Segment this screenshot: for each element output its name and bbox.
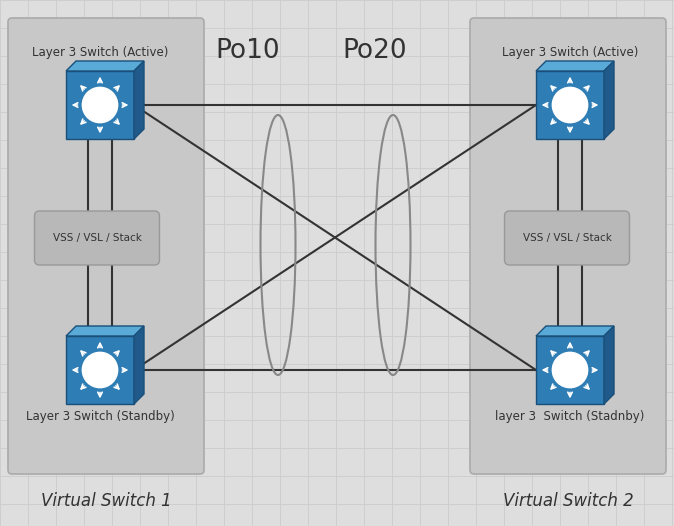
Polygon shape bbox=[604, 61, 614, 139]
Circle shape bbox=[82, 352, 118, 388]
FancyBboxPatch shape bbox=[66, 71, 134, 139]
Polygon shape bbox=[66, 61, 144, 71]
Text: Virtual Switch 1: Virtual Switch 1 bbox=[40, 492, 171, 510]
FancyBboxPatch shape bbox=[470, 18, 666, 474]
Text: Po20: Po20 bbox=[342, 38, 407, 64]
Circle shape bbox=[82, 87, 118, 123]
Circle shape bbox=[552, 352, 588, 388]
Polygon shape bbox=[134, 326, 144, 404]
Text: layer 3  Switch (Stadnby): layer 3 Switch (Stadnby) bbox=[495, 410, 645, 423]
Polygon shape bbox=[536, 61, 614, 71]
Circle shape bbox=[552, 87, 588, 123]
Text: Layer 3 Switch (Standby): Layer 3 Switch (Standby) bbox=[26, 410, 175, 423]
Polygon shape bbox=[604, 326, 614, 404]
FancyBboxPatch shape bbox=[66, 336, 134, 404]
FancyBboxPatch shape bbox=[505, 211, 630, 265]
Polygon shape bbox=[66, 326, 144, 336]
FancyBboxPatch shape bbox=[536, 336, 604, 404]
Polygon shape bbox=[134, 61, 144, 139]
Polygon shape bbox=[536, 326, 614, 336]
Text: Layer 3 Switch (Active): Layer 3 Switch (Active) bbox=[502, 46, 638, 59]
FancyBboxPatch shape bbox=[536, 71, 604, 139]
Text: VSS / VSL / Stack: VSS / VSL / Stack bbox=[522, 233, 611, 243]
Text: Virtual Switch 2: Virtual Switch 2 bbox=[503, 492, 634, 510]
Text: Layer 3 Switch (Active): Layer 3 Switch (Active) bbox=[32, 46, 168, 59]
FancyBboxPatch shape bbox=[34, 211, 160, 265]
FancyBboxPatch shape bbox=[8, 18, 204, 474]
Text: VSS / VSL / Stack: VSS / VSL / Stack bbox=[53, 233, 142, 243]
Text: Po10: Po10 bbox=[216, 38, 280, 64]
